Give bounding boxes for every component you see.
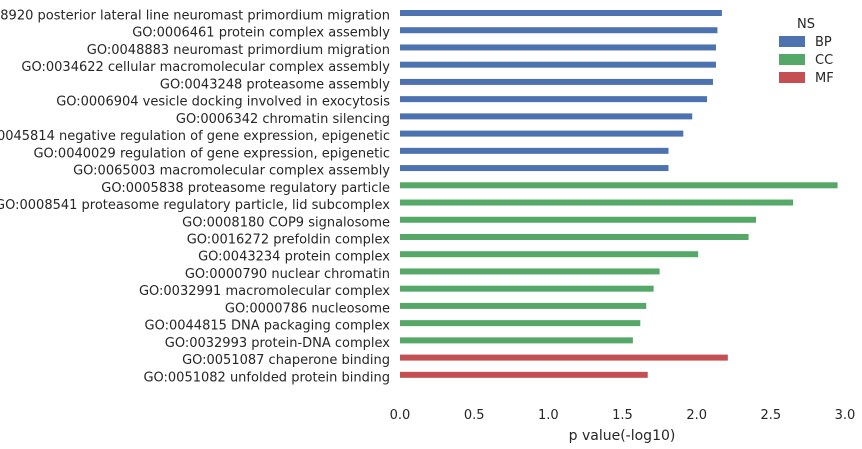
category-label: GO:0008541 proteasome regulatory particl… [0,198,390,213]
x-tick-label: 2.5 [760,408,781,423]
bar-bp [400,61,716,68]
bar-cc [400,199,794,206]
category-label: GO:0006342 chromatin silencing [176,112,390,127]
legend-label-bp: BP [815,35,832,50]
category-label: GO:0005838 proteasome regulatory particl… [101,181,390,196]
category-label: GO:0000790 nuclear chromatin [185,267,390,282]
legend-swatch-cc [779,54,805,65]
x-axis-label: p value(-log10) [569,428,676,444]
x-tick-label: 2.0 [686,408,707,423]
legend-title: NS [797,17,815,32]
bar-bp [400,44,716,51]
x-tick-label: 1.5 [612,408,633,423]
category-label: GO:0016272 prefoldin complex [187,232,391,247]
category-label: GO:0043248 proteasome assembly [160,77,390,92]
bar-cc [400,268,660,275]
legend-swatch-mf [779,72,805,83]
bar-bp [400,96,708,103]
legend-swatch-bp [779,36,805,47]
legend-label-cc: CC [815,53,833,68]
x-tick-label: 3.0 [835,408,856,423]
category-label: GO:0043234 protein complex [198,250,390,265]
category-label: GO:0032993 protein-DNA complex [165,336,391,351]
category-labels-group: GO:0048920 posterior lateral line neurom… [0,9,390,386]
bar-mf [400,354,728,361]
bar-mf [400,371,648,378]
category-label: GO:0045814 negative regulation of gene e… [0,129,390,144]
bar-cc [400,251,699,258]
bar-cc [400,320,641,327]
category-label: GO:0032991 macromolecular complex [139,284,390,299]
legend: NS BP CC MF [779,17,834,86]
bar-bp [400,113,693,120]
category-label: GO:0065003 macromolecular complex assemb… [73,164,390,179]
x-tick-label: 1.0 [538,408,559,423]
bar-bp [400,10,722,16]
category-label: GO:0000786 nucleosome [225,301,390,316]
bar-bp [400,78,713,85]
category-label: GO:0008180 COP9 signalosome [182,215,390,230]
category-label: GO:0040029 regulation of gene expression… [33,146,390,161]
bar-bp [400,27,718,34]
bar-cc [400,302,647,309]
bar-cc [400,337,633,344]
category-label: GO:0048883 neuromast primordium migratio… [87,43,390,58]
bar-cc [400,216,756,223]
category-label: GO:0044815 DNA packaging complex [145,319,391,334]
category-label: GO:0051087 chaperone binding [182,353,390,368]
bar-cc [400,182,838,189]
bars-group [400,10,838,378]
x-tick-label: 0.5 [464,408,485,423]
bar-bp [400,130,684,137]
bar-cc [400,285,654,292]
x-tick-label: 0.0 [390,408,411,423]
bar-bp [400,147,669,154]
legend-label-mf: MF [815,71,834,86]
category-label: GO:0051082 unfolded protein binding [143,370,390,385]
bar-bp [400,165,669,172]
x-ticks-group: 0.0 0.5 1.0 1.5 2.0 2.5 3.0 [390,408,856,423]
category-label: GO:0006904 vesicle docking involved in e… [56,95,390,110]
bar-cc [400,233,749,240]
category-label: GO:0034622 cellular macromolecular compl… [21,60,390,75]
category-label: GO:0048920 posterior lateral line neurom… [0,9,390,24]
category-label: GO:0006461 protein complex assembly [132,26,390,41]
